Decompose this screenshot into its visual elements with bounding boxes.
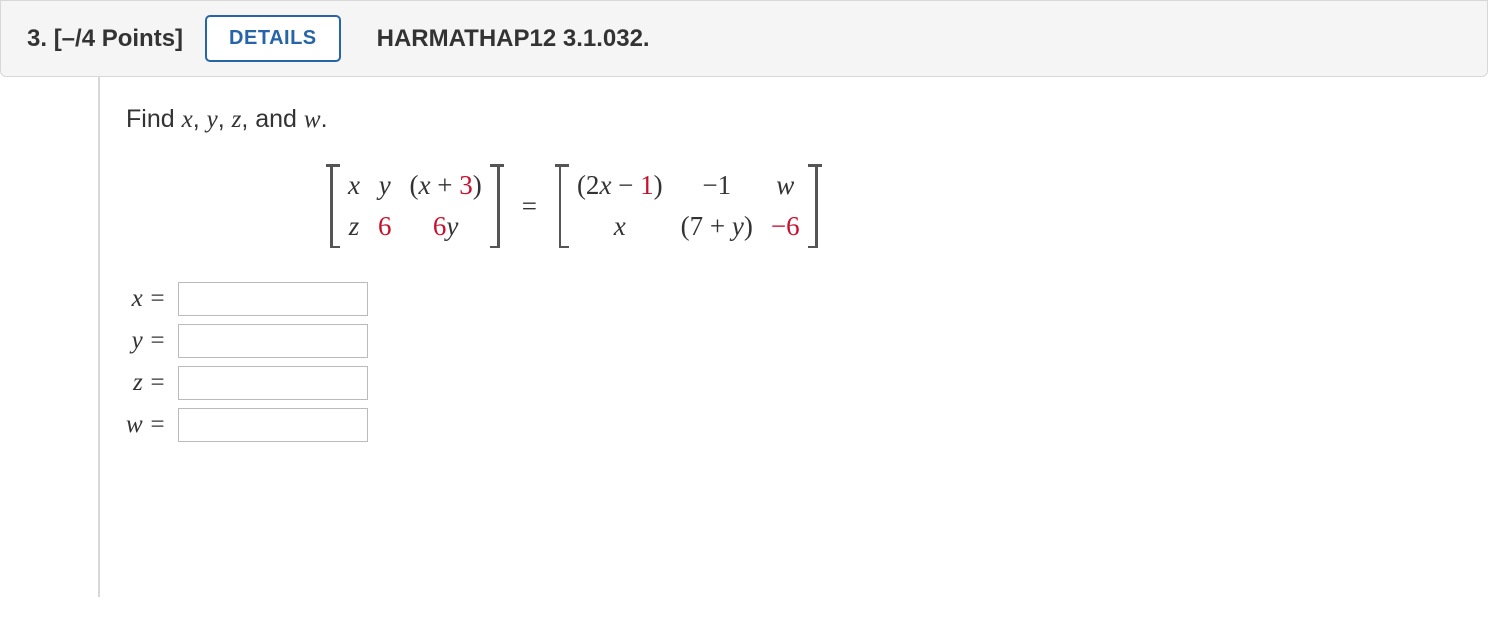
label-y: y = — [126, 327, 166, 355]
content-wrapper: Find x, y, z, and w. x y (x + 3) z 6 6y … — [0, 77, 1488, 597]
input-z[interactable] — [178, 366, 368, 400]
ma-13b: x — [418, 170, 430, 200]
question-content: Find x, y, z, and w. x y (x + 3) z 6 6y … — [100, 77, 848, 597]
reference-code: HARMATHAP12 3.1.032. — [377, 25, 650, 53]
bracket-right-open — [555, 164, 567, 248]
bracket-left-open — [326, 164, 338, 248]
details-button[interactable]: DETAILS — [205, 15, 341, 62]
question-header: 3. [–/4 Points] DETAILS HARMATHAP12 3.1.… — [0, 0, 1488, 77]
equals-sign: = — [522, 191, 537, 222]
ma-21: z — [349, 211, 360, 242]
ma-22: 6 — [378, 211, 392, 242]
prompt-end: . — [321, 105, 328, 133]
ma-23a: 6 — [433, 211, 447, 241]
mb-22a: (7 + — [681, 211, 732, 241]
mb-11a: (2 — [577, 170, 600, 200]
q-points: [–/4 Points] — [54, 25, 183, 52]
input-y[interactable] — [178, 324, 368, 358]
label-z: z = — [126, 369, 166, 397]
ma-23: 6y — [433, 211, 458, 242]
prompt-z: z — [232, 106, 242, 133]
matrix-b-body: (2x − 1) −1 w x (7 + y) −6 — [567, 164, 810, 248]
prompt-c1: , — [193, 105, 207, 133]
left-gutter — [0, 77, 100, 597]
mb-12: −1 — [702, 170, 731, 201]
mb-21: x — [614, 211, 626, 242]
matrix-a-body: x y (x + 3) z 6 6y — [338, 164, 492, 248]
mb-11e: ) — [654, 170, 663, 200]
matrix-left: x y (x + 3) z 6 6y — [326, 164, 504, 248]
label-w: w = — [126, 411, 166, 439]
ma-13d: 3 — [459, 170, 473, 200]
ma-13: (x + 3) — [409, 170, 481, 201]
mb-11c: − — [611, 170, 640, 200]
ma-13c: + — [430, 170, 459, 200]
ma-11: x — [348, 170, 360, 201]
matrix-equation: x y (x + 3) z 6 6y = (2x − 1) −1 w x (7 … — [326, 164, 822, 248]
mb-13: w — [776, 170, 794, 201]
prompt-y: y — [207, 106, 218, 133]
prompt-w: w — [304, 106, 321, 133]
ma-23b: y — [446, 211, 458, 241]
mb-22c: ) — [744, 211, 753, 241]
mb-11: (2x − 1) — [577, 170, 663, 201]
prompt-c3: , and — [241, 105, 304, 133]
mb-22b: y — [732, 211, 744, 241]
q-num: 3. — [27, 25, 47, 52]
ma-12: y — [379, 170, 391, 201]
question-number: 3. [–/4 Points] — [27, 25, 183, 53]
matrix-right: (2x − 1) −1 w x (7 + y) −6 — [555, 164, 822, 248]
mb-22: (7 + y) — [681, 211, 753, 242]
bracket-left-close — [492, 164, 504, 248]
prompt-lead: Find — [126, 105, 182, 133]
prompt-text: Find x, y, z, and w. — [126, 105, 822, 134]
input-x[interactable] — [178, 282, 368, 316]
ma-13e: ) — [473, 170, 482, 200]
prompt-c2: , — [218, 105, 232, 133]
label-x: x = — [126, 285, 166, 313]
mb-11d: 1 — [640, 170, 654, 200]
prompt-x: x — [182, 106, 193, 133]
answer-grid: x = y = z = w = — [126, 282, 368, 442]
input-w[interactable] — [178, 408, 368, 442]
mb-23: −6 — [771, 211, 800, 242]
bracket-right-close — [810, 164, 822, 248]
mb-11b: x — [599, 170, 611, 200]
